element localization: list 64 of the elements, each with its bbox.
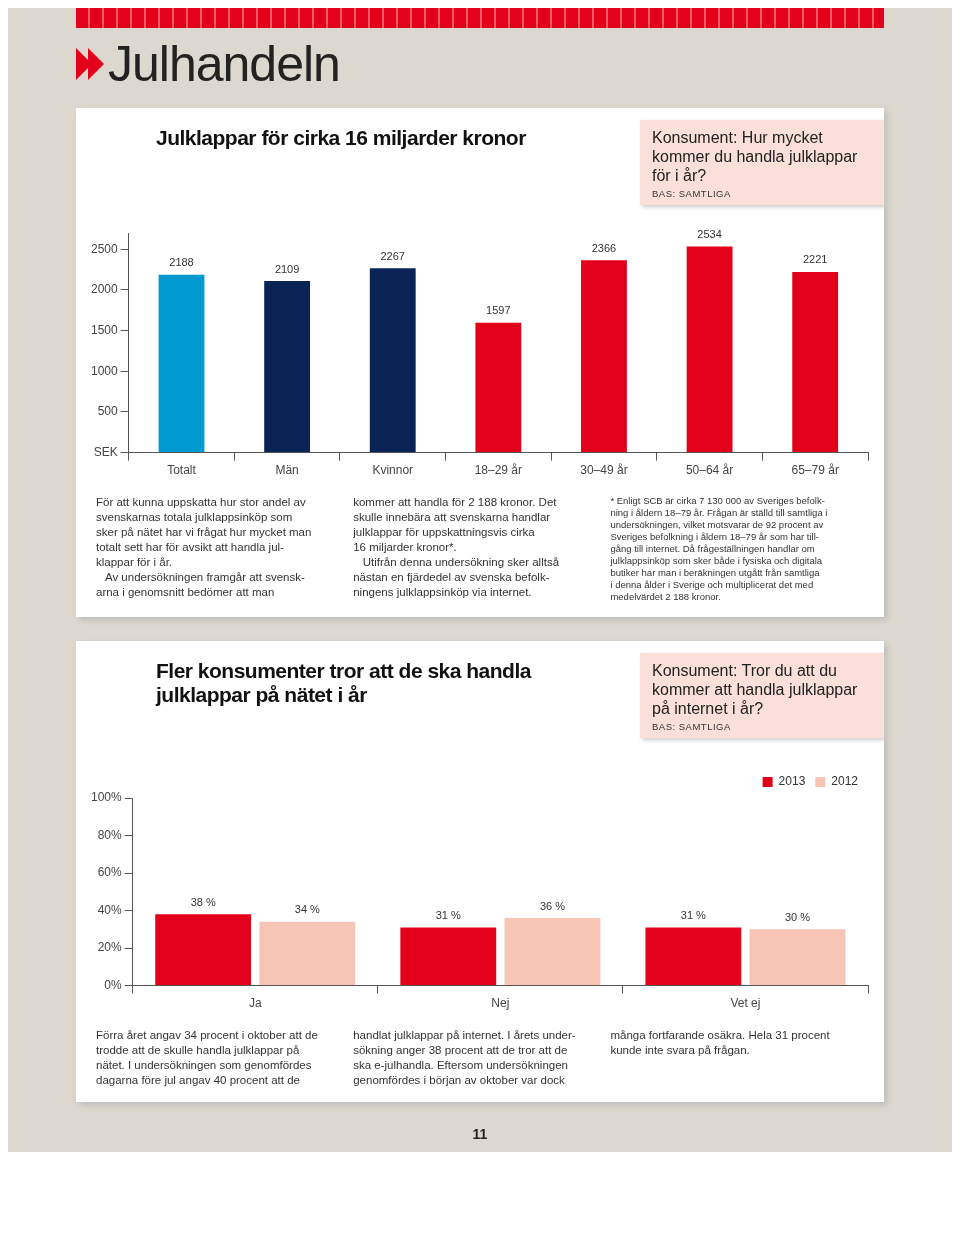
bar [749,929,846,986]
y-tick-label: 0% [104,977,123,992]
bar [400,927,497,986]
data-label: 2267 [380,249,405,262]
text: Julhandeln [108,35,340,94]
legend-label: 2013 [778,774,806,789]
bar [264,281,311,453]
data-label: 2534 [697,228,722,241]
x-tick-label: Män [275,463,299,478]
y-tick-label: 1000 [90,363,119,378]
y-tick-label: SEK [93,444,118,459]
data-label: 31 % [680,908,707,921]
x-tick-label: 65–79 år [791,463,839,478]
bar [504,918,601,986]
data-label: 31 % [435,908,462,921]
text: BAS: SAMTLIGA [652,721,732,732]
text: För att kunna uppskatta hur stor andel av svenskarnas totala julklappsinköp som sker på nätet har vi frågat hur mycket man totalt sett har för avsikt att handla jul- klappar för i år. Av undersökningen framgår att svensk- arna i genomsnitt bedömer att man [96,495,313,600]
y-tick-label: 500 [97,404,119,419]
x-tick-label: Kvinnor [372,463,414,478]
y-tick-label: 80% [97,827,123,842]
x-tick-label: Nej [491,996,510,1011]
x-tick-label: Vet ej [730,996,761,1011]
data-label: 2188 [169,256,194,269]
bar [581,260,627,453]
y-tick-label: 1500 [90,322,119,337]
y-tick-label: 20% [97,940,123,955]
bar [369,268,416,453]
y-tick-label: 100% [90,790,123,805]
text: många fortfarande osäkra. Hela 31 procent kunde inte svara på frågan. [610,1028,831,1058]
y-tick-label: 60% [97,865,123,880]
data-label: 2109 [274,262,300,275]
bar [158,274,205,453]
text: 11 [471,1126,489,1142]
bar [475,322,522,453]
x-tick-label: Ja [248,996,262,1011]
x-tick-label: 30–49 år [580,463,628,478]
x-tick-label: 50–64 år [685,463,734,478]
text: Konsument: Tror du att du kommer att handla julklappar på internet i år? [652,661,859,718]
data-label: 30 % [784,910,811,923]
y-tick-label: 40% [97,902,123,917]
data-label: 36 % [539,899,566,912]
bar [155,914,252,986]
bar [259,921,356,986]
data-label: 34 % [294,903,321,916]
data-label: 2221 [802,253,828,266]
bar [792,271,839,453]
data-label: 38 % [190,895,216,908]
text: handlat julklappar på internet. I årets under- sökning anger 38 procent att de tror att de ska e-julhandla. Eftersom undersökningen genomfördes i början av oktober var dock [353,1028,577,1088]
data-label: 1597 [486,304,511,317]
bar [686,246,733,453]
x-tick-label: Totalt [167,463,197,478]
x-tick-label: 18–29 år [474,463,523,478]
y-tick-label: 2500 [90,241,119,256]
y-tick-label: 2000 [90,282,119,297]
text: Konsument: Hur mycket kommer du handla julklappar för i år? [652,128,859,185]
text: kommer att handla för 2 188 kronor. Det skulle innebära att svenskarna handlar julklappar för uppskattningsvis cirka 16 miljarder kronor*. Utifrån denna undersökning sker alltså nästan en fjärdedel av svenska befolk- ningens julklappsinköp via internet. [353,495,561,600]
text: * Enligt SCB är cirka 7 130 000 av Sveriges befolk- ning i åldern 18–79 år. Frågan är ställd till samtliga i undersökningen, vilket motsvarar de 92 procent av Sveriges befolkning i åldern 18–79 år som har till- gång till internet. Då frågeställningen handlar om julklappsinköp som sker både i fysiska och digitala butiker har man i beräkningen utgått från samtliga i denna ålder i Sverige och multiplicerat det med medelvärdet 2 188 kronor. [610,495,828,602]
chart-title: Fler konsumenter tror att de ska handla julklappar på nätet i år [156,659,533,707]
chart-title: Julklappar för cirka 16 miljarder kronor [156,126,527,150]
text: BAS: SAMTLIGA [652,188,732,199]
text: Förra året angav 34 procent i oktober att de trodde att de skulle handla julklappar på nätet. I undersökningen som genomfördes dagarna före jul angav 40 procent att de [96,1028,319,1088]
data-label: 2366 [591,241,617,254]
legend-label: 2012 [831,774,859,789]
bar [645,927,742,986]
